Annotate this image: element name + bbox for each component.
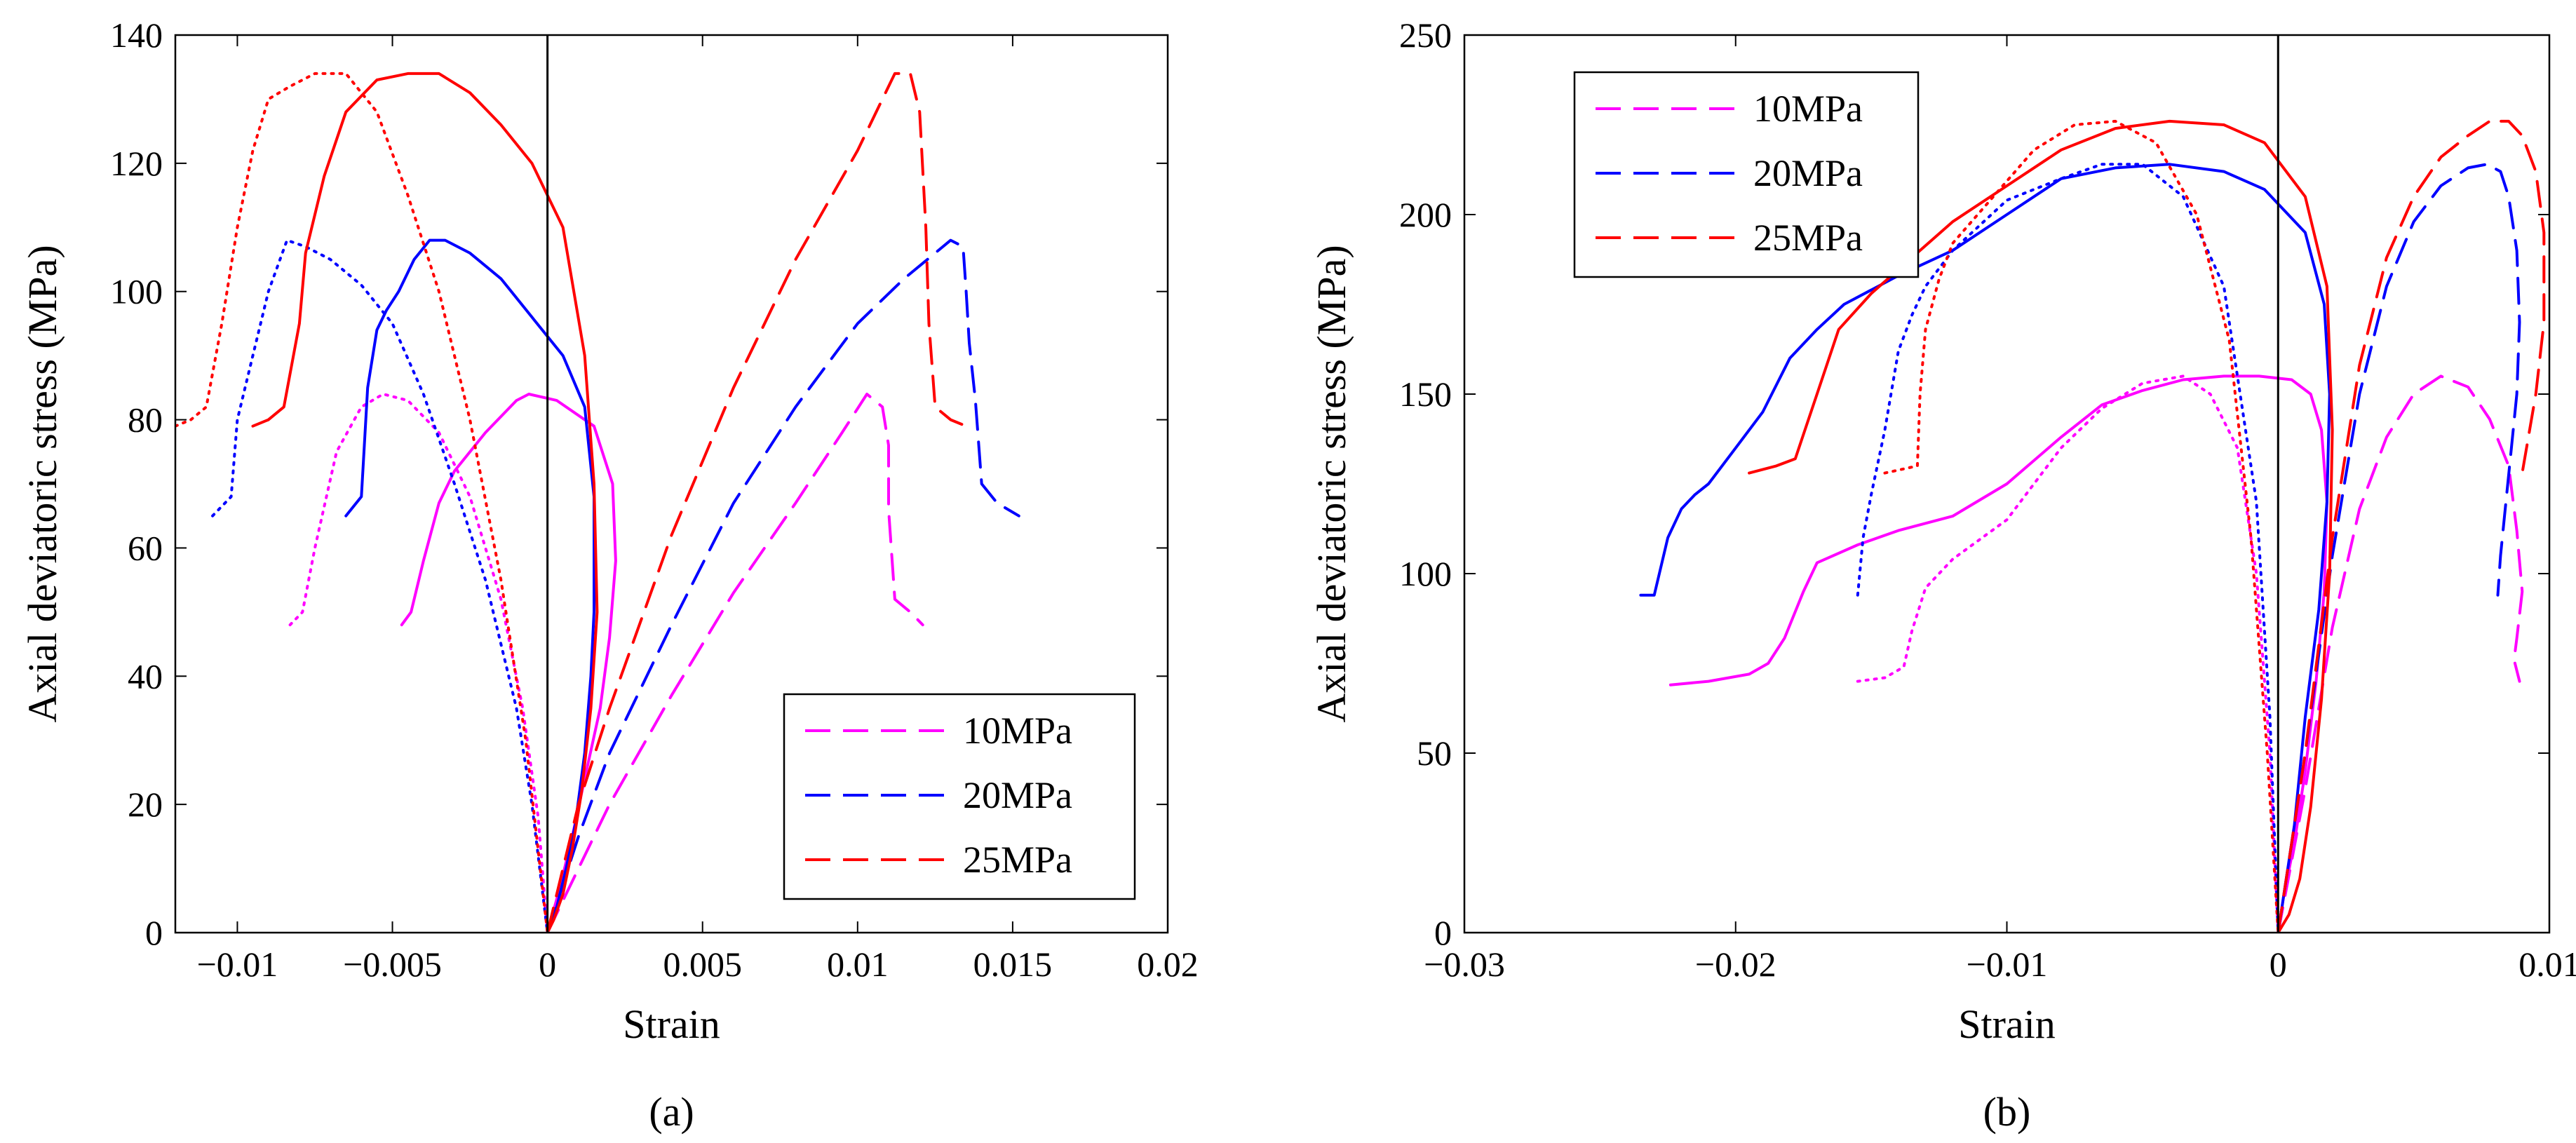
- y-tick-label: 40: [128, 656, 163, 696]
- y-tick-label: 100: [1399, 554, 1452, 593]
- x-tick-label: −0.02: [1695, 945, 1776, 984]
- series-line-25MPa-dashed: [546, 72, 968, 933]
- series-group: [1639, 119, 2546, 933]
- series-group: [175, 72, 1020, 933]
- chart-panel-a: −0.01 −0.005 0 0.005 0.01 0.015 0.02 0 20 40 60 80 1…: [20, 15, 1199, 1135]
- legend-label: 20MPa: [963, 774, 1072, 816]
- legend: 10MPa 20MPa 25MPa: [1573, 71, 1920, 278]
- legend: 10MPa 20MPa 25MPa: [783, 693, 1136, 900]
- legend-label: 20MPa: [1753, 152, 1863, 194]
- panel-caption: (b): [1983, 1089, 2031, 1135]
- y-tick-label: 150: [1399, 374, 1452, 414]
- x-tick-label: 0.005: [663, 945, 742, 984]
- x-tick-label: −0.03: [1424, 945, 1505, 984]
- plot-frame: [1463, 34, 2551, 934]
- series-line-20MPa-solid: [1639, 163, 2331, 933]
- legend-label: 10MPa: [963, 710, 1072, 752]
- y-tick-label: 200: [1399, 195, 1452, 234]
- legend-label: 25MPa: [963, 839, 1072, 881]
- series-line-10MPa-dashed: [546, 393, 924, 933]
- y-tick-label: 100: [110, 272, 163, 311]
- series-line-25MPa-solid: [1748, 119, 2334, 933]
- plot-frame: [174, 34, 1169, 934]
- y-axis-title: Axial deviatoric stress (MPa): [20, 245, 65, 722]
- chart-panel-b: −0.03 −0.02 −0.01 0 0.01 0 50 100 150 200 250 Strai…: [1309, 15, 2576, 1135]
- series-line-25MPa-solid: [251, 72, 599, 933]
- y-tick-label: 140: [110, 15, 163, 55]
- x-tick-label: 0.015: [973, 945, 1053, 984]
- x-tick-label: −0.01: [1967, 945, 2048, 984]
- series-line-10MPa-dashed: [2277, 374, 2524, 933]
- x-axis-title: Strain: [1958, 1001, 2056, 1047]
- series-line-10MPa-dotted: [288, 393, 549, 933]
- x-tick-label: 0.01: [827, 945, 889, 984]
- series-line-20MPa-dashed: [2277, 163, 2521, 933]
- y-tick-label: 20: [128, 785, 163, 824]
- x-tick-label: 0.01: [2518, 945, 2576, 984]
- y-tick-label: 250: [1399, 15, 1452, 55]
- x-tick-label: 0: [539, 945, 556, 984]
- x-tick-label: −0.01: [197, 945, 278, 984]
- legend-box: [1573, 71, 1920, 278]
- legend-label: 25MPa: [1753, 217, 1863, 259]
- x-tick-label: −0.005: [343, 945, 442, 984]
- series-line-20MPa-solid: [344, 238, 595, 933]
- series-line-20MPa-dotted: [1856, 163, 2280, 933]
- legend-box: [783, 693, 1136, 900]
- y-tick-label: 50: [1417, 733, 1452, 773]
- x-axis-title: Strain: [623, 1001, 720, 1047]
- series-line-25MPa-dashed: [2277, 119, 2546, 933]
- y-tick-label: 80: [128, 400, 163, 440]
- series-line-25MPa-dotted: [175, 72, 549, 933]
- y-tick-label: 60: [128, 528, 163, 567]
- y-tick-label: 0: [1434, 913, 1452, 952]
- x-tick-label: 0: [2270, 945, 2287, 984]
- y-tick-label: 120: [110, 144, 163, 183]
- series-line-25MPa-dotted: [1883, 119, 2280, 933]
- x-tick-label: 0.02: [1137, 945, 1199, 984]
- panel-caption: (a): [649, 1089, 694, 1135]
- series-line-20MPa-dashed: [546, 238, 1020, 933]
- legend-label: 10MPa: [1753, 88, 1863, 130]
- y-axis-title: Axial deviatoric stress (MPa): [1309, 245, 1354, 722]
- series-line-20MPa-dotted: [211, 238, 549, 933]
- y-tick-label: 0: [145, 913, 163, 952]
